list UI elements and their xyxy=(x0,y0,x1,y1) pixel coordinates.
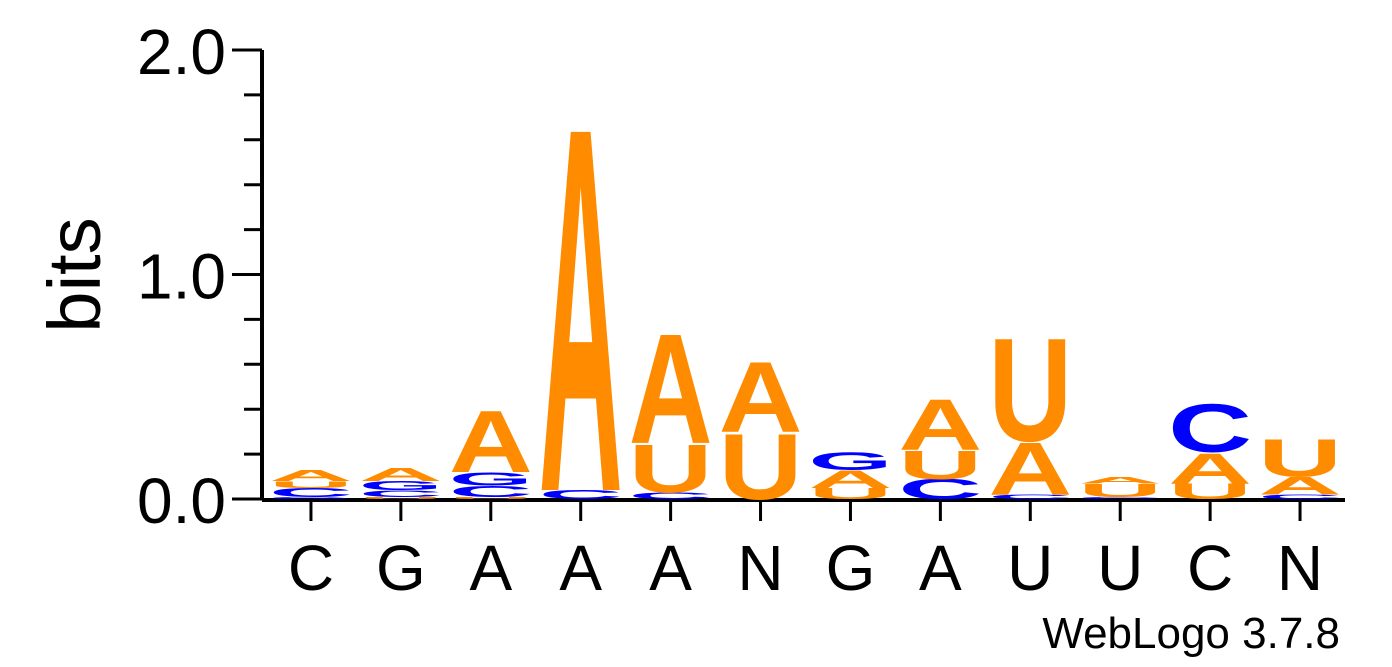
logo-letter-a: A xyxy=(719,342,803,454)
logo-letter-a: A xyxy=(449,393,533,491)
x-tick-label: A xyxy=(649,532,692,604)
logo-column: CUA xyxy=(898,385,982,505)
logo-letter-a: A xyxy=(898,385,982,466)
logo-letter-g: G xyxy=(359,479,443,493)
logo-letter-g: G xyxy=(449,469,533,490)
y-tick-label: 1.0 xyxy=(137,241,226,313)
y-axis: 0.0 1.0 2.0 xyxy=(137,16,264,537)
logo-letter-a: A xyxy=(1078,475,1162,485)
logo-letter-a: A xyxy=(269,467,353,485)
x-tick-label: N xyxy=(1277,532,1323,604)
logo-letter-u: U xyxy=(809,485,893,503)
x-tick-label: A xyxy=(559,532,602,604)
logo-letter-g: G xyxy=(809,447,893,475)
logo-column: CAU xyxy=(1258,429,1342,501)
logo-letter-u: U xyxy=(1258,429,1342,489)
logo-letter-c: C xyxy=(1078,496,1162,499)
logo-letter-c: C xyxy=(269,485,353,499)
logo-column: UAG xyxy=(809,447,893,502)
weblogo-credit: WebLogo 3.7.8 xyxy=(1042,609,1340,658)
logo-letter-c: C xyxy=(988,493,1072,500)
logo-letter-c: C xyxy=(1168,390,1252,467)
logo-letter-u: U xyxy=(719,414,803,519)
x-tick-label: U xyxy=(1097,532,1143,604)
logo-letter-u: U xyxy=(898,442,982,487)
logo-letter-u: U xyxy=(269,479,353,489)
x-tick-label: U xyxy=(1007,532,1053,604)
logo-column: UA xyxy=(719,342,803,519)
y-tick-label: 2.0 xyxy=(137,16,226,88)
logo-letter-c: C xyxy=(1258,493,1342,500)
logo-letter-u: U xyxy=(359,496,443,499)
logo-column: CAU xyxy=(988,308,1072,510)
logo-letter-a: A xyxy=(809,465,893,493)
logo-column: CUA xyxy=(1078,475,1162,501)
logo-letter-a: A xyxy=(359,464,443,485)
logo-letter-c: C xyxy=(898,473,982,505)
logo-letter-u: U xyxy=(1078,480,1162,501)
logo-letter-u: U xyxy=(629,431,713,508)
logo-letter-g: G xyxy=(269,496,353,499)
x-tick-label: A xyxy=(469,532,512,604)
logo-letter-a: A xyxy=(1258,472,1342,500)
x-tick-label: G xyxy=(376,532,426,604)
logo-letter-c: C xyxy=(359,488,443,498)
logo-letter-u: U xyxy=(1168,479,1252,504)
logo-letter-c: C xyxy=(629,491,713,501)
x-tick-label: G xyxy=(826,532,876,604)
logo-column: CA xyxy=(539,19,623,600)
logo-letter-a: A xyxy=(539,19,623,600)
x-tick-label: N xyxy=(737,532,783,604)
y-tick-label: 0.0 xyxy=(137,465,226,537)
logo-letter-a: A xyxy=(988,426,1072,511)
x-tick-label: C xyxy=(288,532,334,604)
logo-column: CUA xyxy=(629,302,713,507)
logo-letter-a: A xyxy=(629,302,713,477)
logo-letter-c: C xyxy=(449,483,533,501)
x-tick-label: C xyxy=(1187,532,1233,604)
logo-column: UAC xyxy=(1168,390,1252,503)
x-tick-label: A xyxy=(919,532,962,604)
logo-letter-u: U xyxy=(449,496,533,499)
y-axis-label: bits xyxy=(33,217,116,332)
logo-letter-u: U xyxy=(988,308,1072,472)
logo-letter-c: C xyxy=(539,488,623,502)
logo-letter-a: A xyxy=(1168,443,1252,492)
